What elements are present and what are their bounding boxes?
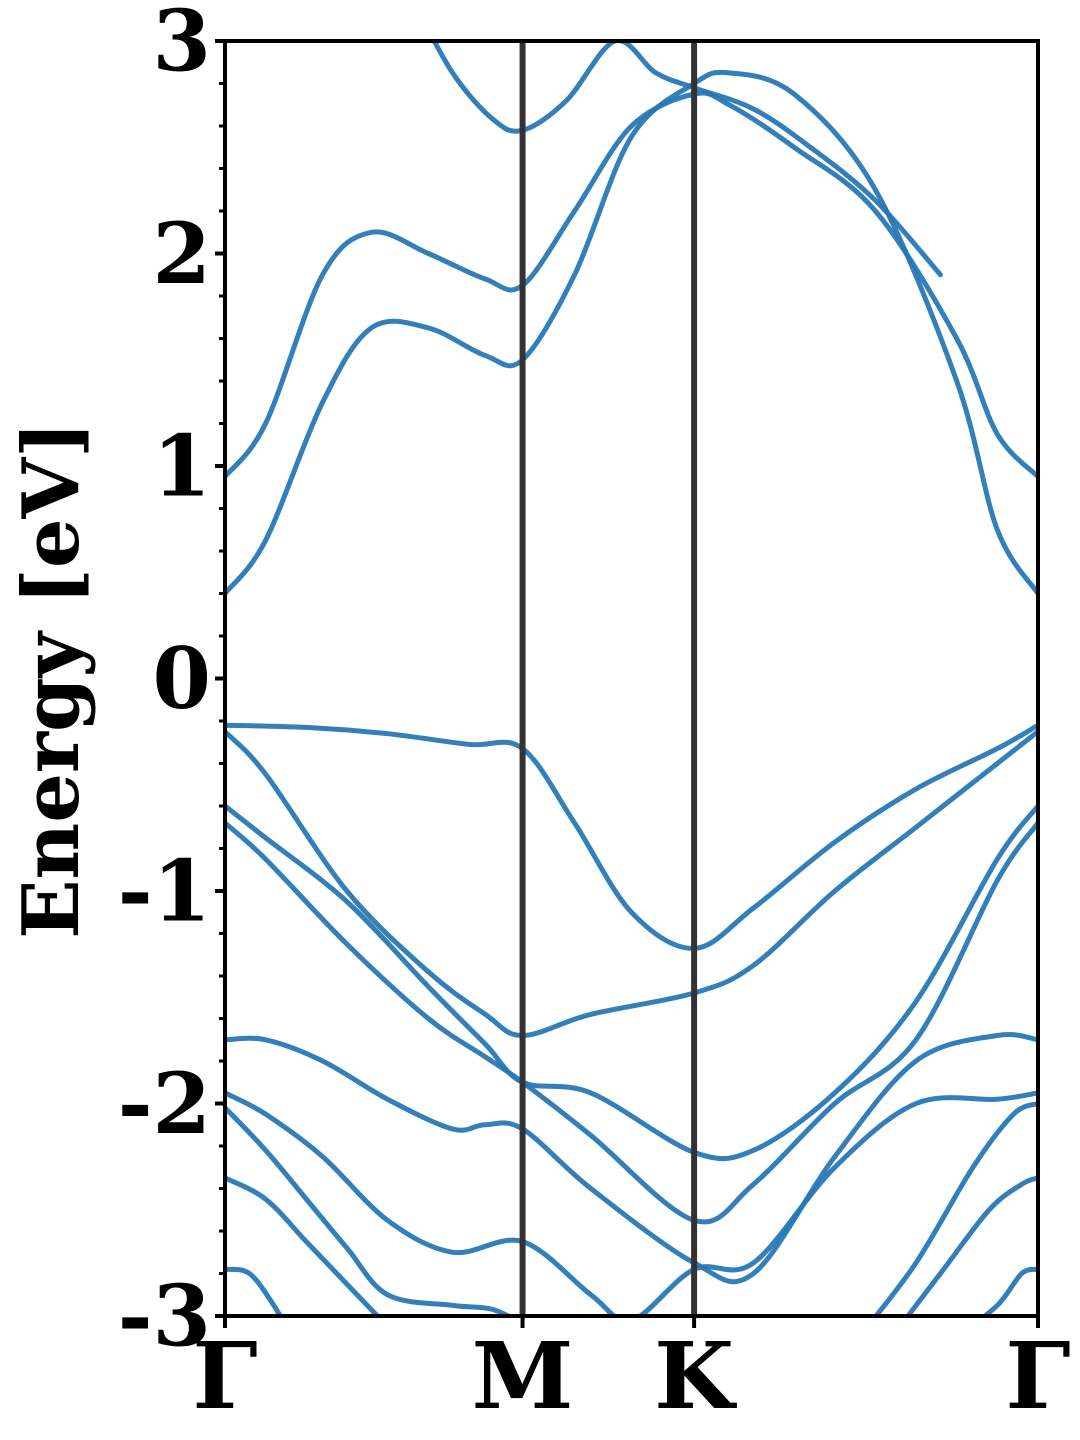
band-line-4 (225, 722, 1038, 951)
band-line-9 (225, 1090, 1038, 1316)
band-line-6 (225, 803, 1038, 1162)
band-line-10 (225, 1105, 513, 1316)
y-axis-title: Energy [eV] (6, 421, 97, 939)
band-line-13 (872, 1101, 1038, 1316)
plot-frame (223, 39, 1040, 1318)
band-line-15 (980, 1266, 1038, 1316)
y-tick-label: 2 (153, 204, 211, 303)
band-lines (225, 41, 1038, 1316)
band-line-12 (225, 1266, 284, 1316)
y-tick-label: -2 (118, 1054, 211, 1153)
band-line-5 (225, 729, 1038, 1038)
band-line-11 (225, 1175, 381, 1316)
x-tick-label-M: M (472, 1322, 574, 1430)
band-line-7 (225, 820, 1038, 1225)
x-tick-label-Γ: Γ (192, 1322, 257, 1430)
x-tick-label-K: K (654, 1322, 737, 1430)
band-line-3 (431, 41, 943, 278)
y-tick-label: 1 (153, 417, 211, 516)
y-tick-label: 3 (153, 0, 211, 91)
band-line-14 (904, 1175, 1038, 1316)
band-line-1 (225, 69, 1038, 596)
y-tick-label: -3 (118, 1267, 211, 1366)
y-tick-label: 0 (153, 629, 211, 728)
x-tick-label-Γ: Γ (1005, 1322, 1070, 1430)
y-axis-ticks: -3 -2 -1 0 1 2 3 (118, 0, 225, 1366)
y-tick-label: -1 (118, 842, 211, 941)
band-line-8 (225, 1032, 1038, 1285)
band-line-2 (225, 90, 1038, 480)
kpoint-lines (519, 41, 698, 1316)
